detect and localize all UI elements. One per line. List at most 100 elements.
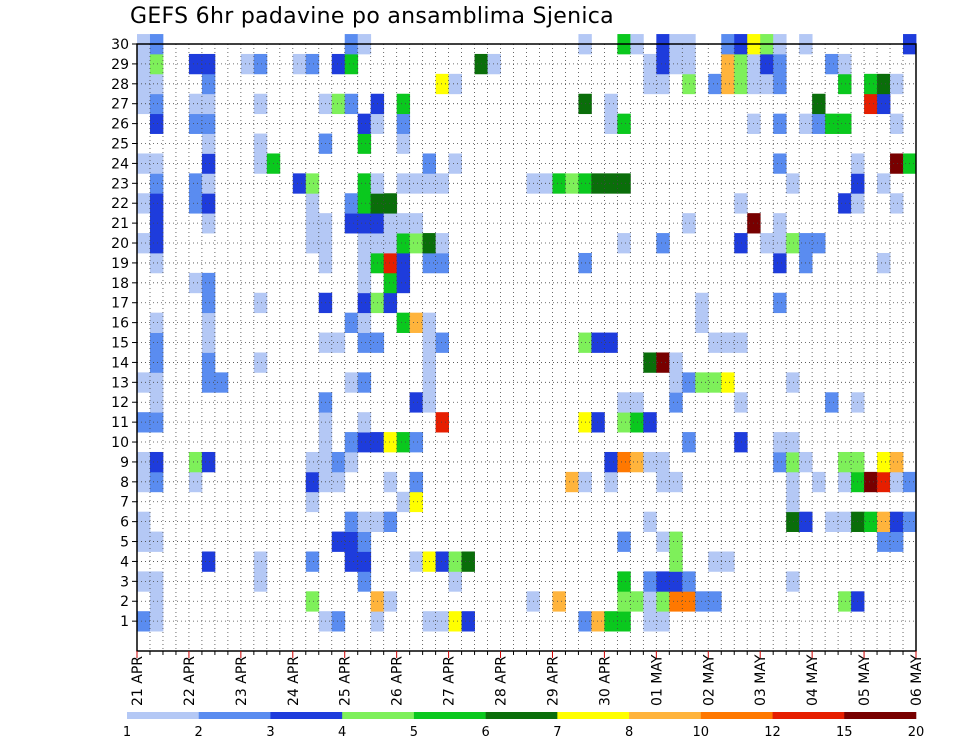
- heatmap-cell: [656, 451, 670, 473]
- legend-swatch: [700, 712, 773, 719]
- heatmap-cell: [137, 372, 151, 393]
- heatmap-cell: [773, 292, 787, 314]
- heatmap-cell: [838, 451, 852, 473]
- heatmap-cell: [656, 611, 670, 632]
- y-tick-label: 11: [111, 415, 129, 431]
- heatmap-cell: [357, 511, 372, 532]
- heatmap-cell: [825, 53, 839, 75]
- legend-label: 6: [481, 725, 489, 740]
- heatmap-cell: [383, 471, 398, 493]
- heatmap-cell: [669, 551, 683, 572]
- heatmap-cell: [344, 193, 359, 214]
- heatmap-cell: [864, 471, 878, 493]
- heatmap-cell: [721, 332, 735, 353]
- heatmap-cell: [877, 511, 891, 532]
- legend-label: 1: [123, 725, 131, 740]
- heatmap-cell: [137, 571, 151, 592]
- heatmap-cell: [617, 173, 631, 194]
- heatmap-cell: [344, 531, 359, 552]
- heatmap-cell: [864, 93, 878, 115]
- heatmap-cell: [682, 213, 696, 234]
- heatmap-cell: [383, 292, 398, 314]
- y-tick-label: 16: [111, 316, 129, 332]
- heatmap-cell: [669, 531, 683, 552]
- heatmap-cell: [565, 173, 579, 194]
- heatmap-cell: [149, 93, 164, 115]
- heatmap-cell: [201, 213, 216, 234]
- heatmap-cell: [669, 471, 683, 493]
- heatmap-cell: [617, 591, 631, 612]
- heatmap-cell: [812, 113, 826, 134]
- heatmap-cell: [448, 73, 462, 95]
- y-tick-label: 7: [120, 495, 129, 511]
- heatmap-cell: [137, 193, 151, 214]
- heatmap-cell: [137, 471, 151, 493]
- heatmap-cell: [773, 233, 787, 254]
- heatmap-cell: [253, 571, 268, 592]
- heatmap-cell: [656, 571, 670, 592]
- heatmap-cell: [396, 93, 411, 115]
- heatmap-cell: [669, 53, 683, 75]
- heatmap-cell: [383, 432, 398, 453]
- heatmap-cell: [409, 551, 424, 572]
- heatmap-cell: [383, 233, 398, 254]
- heatmap-cell: [305, 551, 320, 572]
- chart-title: GEFS 6hr padavine po ansamblima Sjenica: [130, 4, 614, 29]
- heatmap-cell: [149, 412, 164, 433]
- legend-label: 7: [553, 725, 561, 740]
- heatmap-cell: [877, 451, 891, 473]
- heatmap-cell: [305, 213, 320, 234]
- heatmap-cell: [201, 451, 216, 473]
- heatmap-cell: [331, 451, 346, 473]
- x-tick-label: 30 APR: [597, 656, 613, 706]
- heatmap-cell: [357, 292, 372, 314]
- heatmap-cell: [643, 352, 657, 373]
- legend-label: 20: [908, 725, 925, 740]
- heatmap-cell: [409, 471, 424, 493]
- legend-swatch: [629, 712, 702, 719]
- heatmap-cell: [409, 213, 424, 234]
- heatmap-cell: [877, 93, 891, 115]
- x-tick-label: 01 MAY: [649, 654, 665, 706]
- heatmap-cell: [253, 352, 268, 373]
- heatmap-cell: [786, 372, 800, 393]
- x-tick-label: 25 APR: [338, 656, 354, 706]
- heatmap-cell: [149, 611, 164, 632]
- heatmap-cell: [253, 93, 268, 115]
- heatmap-cell: [643, 571, 657, 592]
- heatmap-cell: [137, 511, 151, 532]
- y-tick-label: 3: [120, 574, 129, 590]
- heatmap-cell: [305, 193, 320, 214]
- x-tick-label: 02 MAY: [701, 654, 717, 706]
- x-tick-label: 27 APR: [442, 656, 458, 706]
- heatmap-cell: [383, 193, 398, 214]
- heatmap-cell: [786, 471, 800, 493]
- heatmap-cell: [838, 113, 852, 134]
- heatmap-cell: [656, 471, 670, 493]
- heatmap-cell: [188, 53, 203, 75]
- heatmap-cell: [708, 591, 722, 612]
- heatmap-cell: [201, 53, 216, 75]
- legend-label: 8: [625, 725, 633, 740]
- heatmap-cell: [357, 531, 372, 552]
- y-tick-label: 22: [111, 196, 129, 212]
- heatmap-cell: [331, 611, 346, 632]
- heatmap-cell: [617, 451, 631, 473]
- heatmap-cell: [890, 451, 904, 473]
- heatmap-cell: [617, 531, 631, 552]
- legend-swatch: [342, 712, 415, 719]
- heatmap-cell: [656, 233, 670, 254]
- heatmap-cell: [344, 551, 359, 572]
- heatmap-cell: [461, 611, 475, 632]
- heatmap-cell: [604, 611, 618, 632]
- legend-swatch: [198, 712, 271, 719]
- heatmap-cell: [357, 551, 372, 572]
- heatmap-cell: [786, 451, 800, 473]
- heatmap-cell: [357, 113, 372, 134]
- heatmap-cell: [708, 372, 722, 393]
- heatmap-cell: [877, 173, 891, 194]
- legend-label: 4: [338, 725, 346, 740]
- heatmap-cell: [617, 611, 631, 632]
- heatmap-cell: [149, 113, 164, 134]
- y-tick-label: 26: [111, 117, 129, 133]
